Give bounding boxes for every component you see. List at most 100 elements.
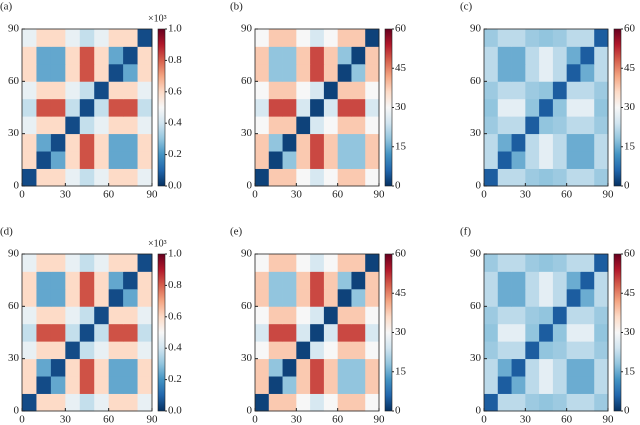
- panel-label: (e): [230, 226, 243, 238]
- heatmap-cell: [566, 306, 581, 325]
- heatmap-cell: [255, 271, 270, 290]
- heatmap-cell: [255, 98, 270, 117]
- x-tick-label: 90: [147, 414, 159, 425]
- heatmap-cell: [511, 393, 526, 412]
- heatmap-cell: [137, 63, 153, 82]
- heatmap-cell: [552, 306, 568, 325]
- heatmap-cell: [525, 63, 540, 82]
- heatmap-cell: [268, 29, 283, 47]
- heatmap-cell: [22, 341, 37, 360]
- heatmap-cell: [36, 393, 52, 412]
- heatmap-cell: [351, 271, 366, 290]
- heatmap-cell: [310, 133, 325, 152]
- heatmap-cell: [137, 288, 153, 307]
- heatmap-cell: [594, 81, 609, 100]
- heatmap-cell: [282, 151, 297, 169]
- heatmap-cell: [268, 116, 283, 135]
- heatmap-cell: [351, 81, 366, 100]
- heatmap-cell: [310, 288, 325, 307]
- x-tick-label: 30: [520, 189, 532, 201]
- heatmap-cell: [268, 306, 283, 325]
- heatmap-cell: [108, 306, 124, 325]
- heatmap-cell: [296, 151, 311, 169]
- heatmap-cell: [50, 306, 66, 325]
- heatmap-cell: [79, 116, 95, 135]
- heatmap-cell: [351, 393, 366, 412]
- heatmap-cell: [310, 254, 325, 272]
- heatmap-cell: [594, 306, 609, 325]
- heatmap-cell: [365, 46, 380, 65]
- heatmap-cell: [539, 341, 554, 360]
- heatmap-cell: [539, 98, 554, 117]
- x-tick-label: 0: [481, 414, 487, 425]
- heatmap-cell: [108, 151, 124, 169]
- heatmap-cell: [255, 46, 270, 65]
- heatmap-cell: [484, 306, 499, 325]
- heatmap-cell: [137, 98, 153, 117]
- heatmap-cell: [36, 116, 52, 135]
- plot-frame: [254, 253, 380, 412]
- heatmap-cell: [566, 341, 581, 360]
- heatmap-cell: [94, 46, 110, 65]
- heatmap-cell: [351, 133, 366, 152]
- heatmap-cell: [594, 358, 609, 377]
- colorbar-scale: ×10³: [148, 238, 167, 249]
- colorbar-tick-label: 30: [395, 326, 407, 338]
- heatmap-cell: [539, 133, 554, 152]
- heatmap-cell: [296, 254, 311, 272]
- heatmap-cell: [351, 168, 366, 187]
- heatmap-cell: [255, 29, 270, 47]
- heatmap-cell: [552, 376, 568, 394]
- heatmap-cell: [539, 151, 554, 169]
- x-tick-label: 60: [332, 414, 344, 425]
- heatmap-cell: [337, 151, 352, 169]
- heatmap-cell: [268, 288, 283, 307]
- heatmap-cell: [497, 151, 512, 169]
- y-tick-label: 90: [241, 23, 253, 35]
- x-tick-label: 60: [103, 414, 115, 425]
- heatmap-cell: [497, 133, 512, 152]
- heatmap-cell: [310, 393, 325, 412]
- heatmap-cell: [484, 46, 499, 65]
- heatmap-cell: [323, 63, 339, 82]
- heatmap-cell: [65, 168, 81, 187]
- heatmap-cell: [511, 151, 526, 169]
- colorbar-tick-label: 0.0: [168, 405, 182, 417]
- heatmap-cell: [511, 341, 526, 360]
- heatmap-cell: [323, 254, 339, 272]
- y-tick-label: 30: [241, 352, 253, 364]
- heatmap-cell: [323, 376, 339, 394]
- plot-frame: [254, 28, 380, 187]
- heatmap-cell: [566, 116, 581, 135]
- heatmap-cell: [594, 254, 609, 272]
- panel-label: (d): [0, 226, 13, 238]
- heatmap-cell: [94, 254, 110, 272]
- x-tick-label: 90: [374, 414, 386, 425]
- heatmap-cell: [79, 358, 95, 377]
- heatmap-cell: [323, 151, 339, 169]
- heatmap-cell: [22, 98, 37, 117]
- heatmap-cell: [484, 254, 499, 272]
- heatmap-cell: [580, 271, 595, 290]
- heatmap-cell: [79, 271, 95, 290]
- heatmap-cell: [566, 254, 581, 272]
- heatmap-cell: [94, 98, 110, 117]
- heatmap-cell: [282, 133, 297, 152]
- heatmap-cell: [351, 376, 366, 394]
- x-tick-label: 60: [561, 414, 573, 425]
- heatmap-cell: [94, 81, 110, 100]
- heatmap-cell: [365, 63, 380, 82]
- heatmap-cell: [566, 46, 581, 65]
- heatmap-cell: [94, 306, 110, 325]
- heatmap-cell: [552, 98, 568, 117]
- heatmap-cell: [36, 46, 52, 65]
- heatmap-cell: [22, 133, 37, 152]
- heatmap-cell: [365, 133, 380, 152]
- heatmap-cell: [36, 323, 52, 342]
- heatmap-cell: [79, 133, 95, 152]
- heatmap-cell: [79, 306, 95, 325]
- heatmap-cell: [310, 98, 325, 117]
- heatmap-cell: [50, 393, 66, 412]
- heatmap-cell: [594, 323, 609, 342]
- heatmap-cell: [337, 393, 352, 412]
